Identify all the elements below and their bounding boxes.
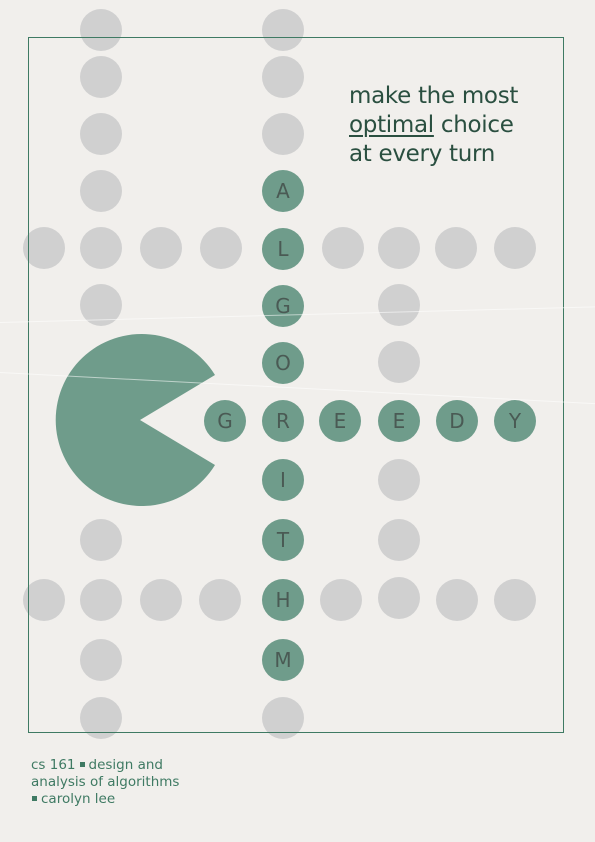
grid-dot: [322, 227, 364, 269]
letter-tile: I: [262, 459, 304, 501]
author-name: carolyn lee: [41, 791, 116, 807]
letter-tile-text: E: [334, 409, 347, 433]
grid-dot: [80, 9, 122, 51]
letter-tile-text: G: [217, 409, 233, 433]
letter-tile: R: [262, 400, 304, 442]
letter-tile: M: [262, 639, 304, 681]
grid-dot: [262, 113, 304, 155]
letter-tile-circle: [319, 400, 361, 442]
grid-dot: [378, 459, 420, 501]
headline-line-2-rest: choice: [433, 112, 514, 138]
grid-dot: [378, 577, 420, 619]
grid-dot: [80, 639, 122, 681]
dot-grid: [23, 9, 536, 739]
credit-line-1: cs 161 design and: [31, 757, 179, 774]
grid-dot: [262, 9, 304, 51]
letter-tile-text: R: [276, 409, 290, 433]
headline-line-2: optimal choice: [349, 111, 518, 140]
letter-tile-circle: [436, 400, 478, 442]
grid-dot: [80, 579, 122, 621]
course-credit: cs 161 design and analysis of algorithms …: [31, 757, 179, 808]
course-title-part2: analysis of algorithms: [31, 774, 180, 790]
letter-tile-text: I: [280, 468, 286, 492]
grid-dot: [378, 284, 420, 326]
letter-tile: E: [319, 400, 361, 442]
grid-dot: [262, 697, 304, 739]
letter-tile-text: Y: [508, 409, 522, 433]
grid-dot: [199, 579, 241, 621]
letter-tile-text: A: [276, 179, 290, 203]
letter-tile-circle: [378, 400, 420, 442]
letter-tile-text: D: [449, 409, 464, 433]
letter-tile: T: [262, 519, 304, 561]
letter-tile-text: G: [275, 294, 291, 318]
letter-tile-circle: [262, 342, 304, 384]
grid-dot: [200, 227, 242, 269]
grid-dot: [80, 113, 122, 155]
letter-tile-circle: [262, 170, 304, 212]
grid-dot: [80, 170, 122, 212]
letter-tile-circle: [262, 459, 304, 501]
letter-tile-circle: [262, 519, 304, 561]
grid-dot: [494, 579, 536, 621]
grid-dot: [378, 341, 420, 383]
square-bullet-icon: [79, 761, 85, 767]
letter-tile-circle: [262, 228, 304, 270]
letter-tile-circle: [262, 579, 304, 621]
grid-dot: [378, 227, 420, 269]
letter-tile: Y: [494, 400, 536, 442]
letter-tile: G: [204, 400, 246, 442]
letter-tile-circle: [204, 400, 246, 442]
letter-tile-text: H: [275, 588, 290, 612]
letter-tile-text: E: [393, 409, 406, 433]
grid-dot: [378, 519, 420, 561]
grid-dot: [262, 56, 304, 98]
headline-emphasis: optimal: [349, 112, 434, 138]
letter-tile-text: L: [277, 237, 289, 261]
letter-tile: H: [262, 579, 304, 621]
letter-tile: O: [262, 342, 304, 384]
letter-tile-circle: [262, 285, 304, 327]
grid-dot: [320, 579, 362, 621]
letter-tile-circle: [262, 639, 304, 681]
letter-tile: G: [262, 285, 304, 327]
poster-frame: [28, 37, 564, 733]
headline: make the most optimal choice at every tu…: [349, 82, 518, 169]
grid-dot: [80, 56, 122, 98]
grid-dot: [23, 579, 65, 621]
square-bullet-icon: [32, 795, 37, 801]
letter-tile-text: T: [276, 528, 290, 552]
headline-line-1: make the most: [349, 83, 519, 109]
grid-dot: [80, 227, 122, 269]
course-number: cs 161: [31, 757, 76, 773]
credit-line-3: carolyn lee: [31, 791, 179, 808]
grid-dot: [140, 227, 182, 269]
letter-tile-text: O: [275, 351, 291, 375]
letter-tile: L: [262, 228, 304, 270]
letter-tiles: A L G O R I T H M G E E D Y: [204, 170, 536, 681]
letter-tile: A: [262, 170, 304, 212]
letter-tile: E: [378, 400, 420, 442]
headline-line-3: at every turn: [349, 141, 496, 167]
letter-tile-circle: [262, 400, 304, 442]
grid-dot: [494, 227, 536, 269]
letter-tile-text: M: [274, 648, 291, 672]
course-title-part1: design and: [88, 757, 163, 773]
grid-dot: [80, 697, 122, 739]
grid-dot: [80, 284, 122, 326]
grid-dot: [436, 579, 478, 621]
grid-dot: [80, 519, 122, 561]
letter-tile: D: [436, 400, 478, 442]
grid-dot: [140, 579, 182, 621]
grid-dot: [23, 227, 65, 269]
grid-dot: [435, 227, 477, 269]
letter-tile-circle: [494, 400, 536, 442]
